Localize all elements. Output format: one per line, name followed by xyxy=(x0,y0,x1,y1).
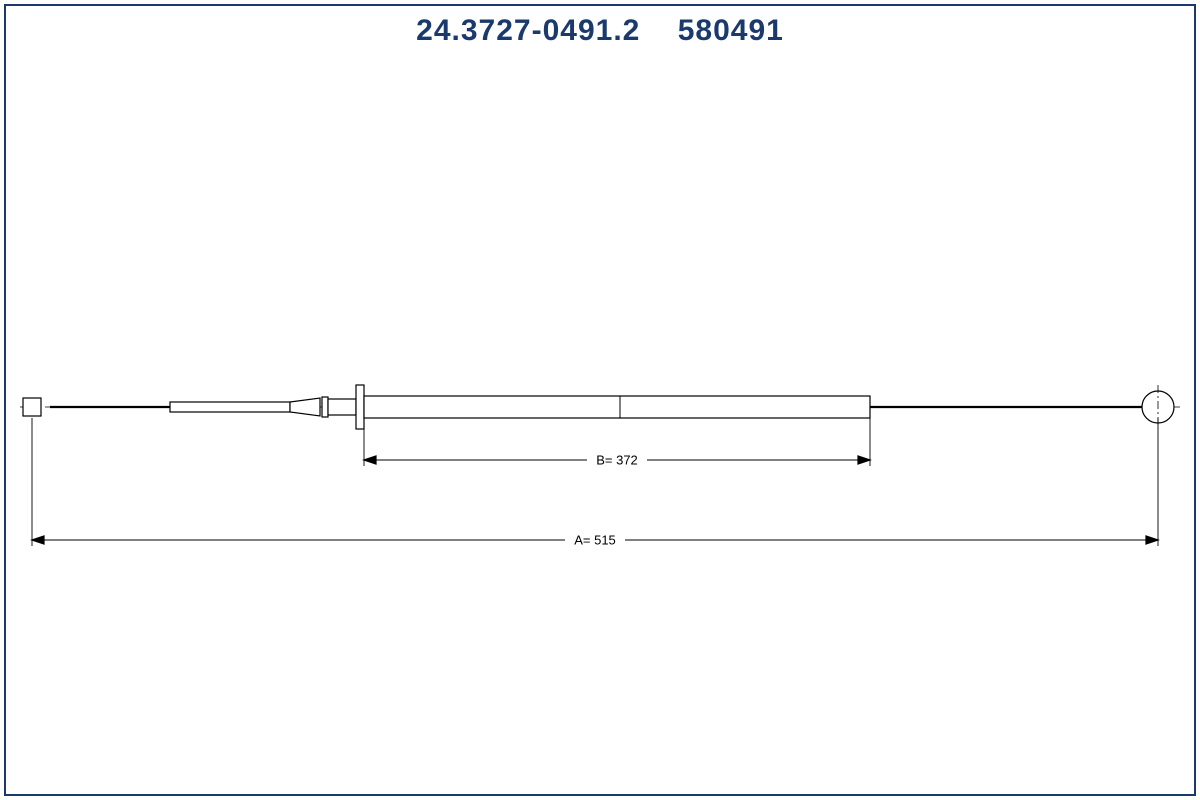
diagram-container: 24.3727-0491.2 580491 B= 372 A= 515 xyxy=(0,0,1200,800)
dimension-a-label: A= 515 xyxy=(570,533,620,548)
dimension-b-label: B= 372 xyxy=(592,453,642,468)
technical-drawing xyxy=(0,0,1200,800)
